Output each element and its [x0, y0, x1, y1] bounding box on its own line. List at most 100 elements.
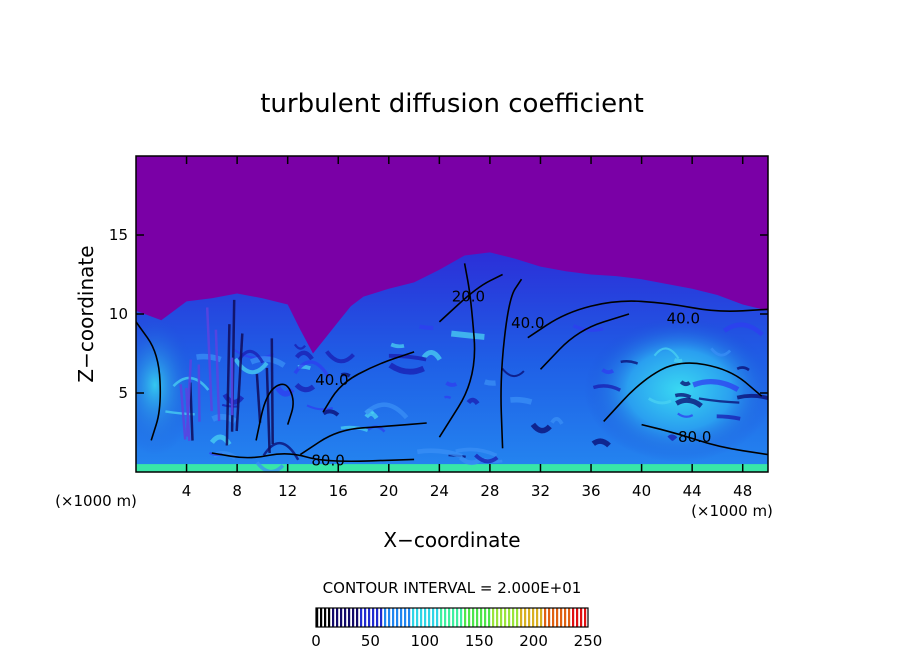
colorbar-cell: [540, 608, 543, 627]
contour-labels: 40.0 20.0 40.0 40.0 80.0 80.0: [311, 287, 711, 469]
colorbar-cell: [484, 608, 487, 627]
contour-label: 80.0: [678, 428, 711, 446]
turbulence-streak: [325, 350, 355, 364]
colorbar-cell: [524, 608, 527, 627]
colorbar-cell: [336, 608, 339, 627]
contour-label: 20.0: [452, 287, 485, 305]
colorbar-cell: [504, 608, 507, 627]
x-axis-label: X−coordinate: [383, 528, 520, 552]
turbulence-streak: [484, 379, 496, 386]
x-unit-right: (×1000 m): [691, 502, 773, 520]
convective-plume: [225, 324, 231, 446]
contour-line: [255, 383, 294, 441]
colorbar-cell: [364, 608, 367, 627]
turbulence-streak: [322, 409, 340, 417]
x-tick-label: 20: [379, 482, 398, 500]
colorbar-cell: [436, 608, 439, 627]
turbulence-streak: [416, 448, 463, 459]
colorbar-tick-label: 250: [574, 632, 603, 650]
convective-plume: [189, 382, 194, 441]
colorbar-cell: [528, 608, 531, 627]
colorbar-cell: [412, 608, 415, 627]
colorbar: [315, 607, 589, 628]
turbulence-streak: [591, 438, 611, 448]
colorbar-cell: [500, 608, 503, 627]
contour-label: 40.0: [315, 371, 348, 389]
colorbar-cell: [356, 608, 359, 627]
x-tick-label: 36: [581, 482, 600, 500]
colorbar-cell: [456, 608, 459, 627]
colorbar-cell: [324, 608, 327, 627]
convective-plume: [235, 333, 244, 432]
x-unit-left: (×1000 m): [55, 492, 137, 510]
colorbar-cell: [480, 608, 483, 627]
turbulence-streak: [692, 378, 740, 392]
colorbar-cell: [448, 608, 451, 627]
contour-line: [539, 313, 630, 370]
turbulence-streak: [233, 357, 269, 375]
x-tick-label: 40: [632, 482, 651, 500]
turbulence-streak: [444, 395, 452, 399]
turbulence-streak: [710, 347, 732, 357]
turbulence-streak: [294, 350, 314, 361]
turbulence-streak: [340, 425, 369, 433]
colorbar-cell: [380, 608, 383, 627]
turbulence-streak: [510, 396, 533, 405]
y-axis-ticks: 5 10 15: [109, 226, 768, 402]
turbulence-streak: [501, 367, 525, 378]
turbulence-streak: [677, 412, 694, 418]
colorbar-cell: [568, 608, 571, 627]
turbulence-streak: [647, 397, 672, 405]
contour-line: [136, 321, 162, 441]
colorbar-cell: [472, 608, 475, 627]
colorbar-cell: [384, 608, 387, 627]
x-tick-label: 12: [278, 482, 297, 500]
turbulence-streak: [364, 402, 409, 420]
turbulence-streak: [388, 353, 427, 362]
contour-line: [500, 278, 523, 449]
colorbar-cell: [496, 608, 499, 627]
turbulence-streak: [736, 393, 768, 401]
turbulence-streak: [675, 397, 703, 409]
colorbar-cell: [584, 608, 587, 627]
colorbar-cell: [452, 608, 455, 627]
x-tick-label: 24: [430, 482, 449, 500]
y-tick-label: 10: [109, 305, 128, 323]
turbulence-streak: [620, 359, 639, 365]
turbulence-streak: [306, 404, 333, 411]
colorbar-cell: [340, 608, 343, 627]
contour-line: [322, 351, 415, 413]
colorbar-cell: [400, 608, 403, 627]
convective-plume: [179, 384, 187, 440]
turbulence-streak: [667, 434, 678, 442]
colorbar-tick-labels: 0 50 100 150 200 250: [311, 632, 602, 650]
colorbar-tick-label: 50: [361, 632, 380, 650]
turbulence-streak: [221, 403, 238, 408]
colorbar-cell: [360, 608, 363, 627]
contour-line: [438, 273, 503, 323]
colorbar-cell: [476, 608, 479, 627]
turbulence-streak: [592, 384, 622, 392]
turbulence-streak: [364, 411, 379, 420]
turbulence-streak: [293, 343, 306, 350]
colorbar-cell: [468, 608, 471, 627]
colorbar-cell: [408, 608, 411, 627]
turbulence-streak: [530, 422, 552, 434]
contour-label: 40.0: [667, 310, 700, 328]
turbulence-streak: [550, 416, 564, 425]
turbulence-streak: [340, 372, 351, 378]
colorbar-cell: [544, 608, 547, 627]
turbulence-streak: [458, 455, 482, 465]
convective-plume: [255, 373, 262, 423]
colorbar-cell: [492, 608, 495, 627]
surface-layer: [136, 464, 768, 472]
x-tick-label: 32: [531, 482, 550, 500]
turbulence-streak: [390, 342, 405, 349]
turbulence-streak: [445, 381, 458, 387]
x-tick-label: 44: [683, 482, 702, 500]
colorbar-cell: [424, 608, 427, 627]
colorbar-tick-label: 200: [519, 632, 548, 650]
convective-plume: [270, 338, 274, 445]
field-detail: [136, 299, 768, 472]
